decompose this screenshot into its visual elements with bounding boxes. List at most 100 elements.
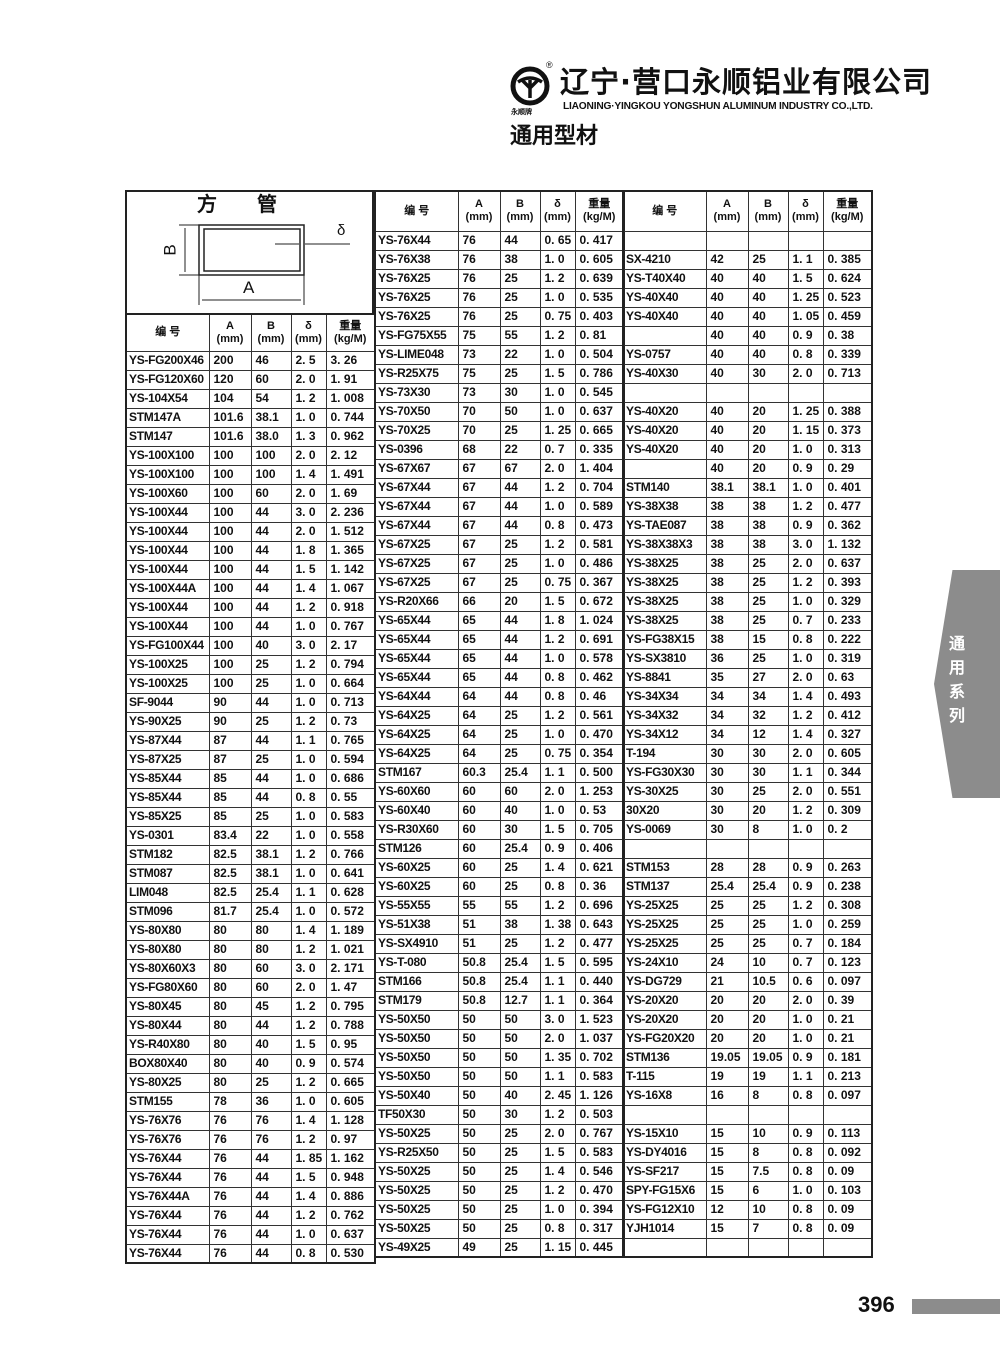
weight-cell: 0. 113	[822, 1123, 873, 1144]
thickness-cell: 1. 2	[539, 705, 576, 726]
weight-cell: 0. 335	[574, 439, 625, 460]
code-cell: YS-100X44	[125, 616, 210, 637]
code-cell: YS-0069	[622, 819, 707, 840]
code-cell: YS-76X44	[125, 1224, 210, 1245]
table-row: YS-R40X80 80 40 1. 5 0. 95	[125, 1034, 376, 1055]
weight-cell: 0. 535	[574, 287, 625, 308]
header-unit: (mm)	[754, 211, 782, 224]
weight-cell: 0. 561	[574, 705, 625, 726]
thickness-cell: 1. 4	[290, 464, 327, 485]
thickness-cell: 1. 2	[787, 496, 824, 517]
code-cell: YS-60X40	[374, 800, 459, 821]
a-cell: 42	[705, 249, 749, 270]
thickness-cell: 1. 0	[290, 407, 327, 428]
code-cell: YS-76X44	[374, 230, 459, 251]
a-cell: 64	[457, 686, 501, 707]
a-cell: 30	[705, 819, 749, 840]
a-cell: 67	[457, 477, 501, 498]
table-row: YS-100X44 100 44 1. 0 0. 767	[125, 616, 376, 637]
a-cell: 19	[705, 1066, 749, 1087]
a-cell: 76	[457, 306, 501, 327]
a-cell: 60	[457, 819, 501, 840]
weight-cell: 0. 344	[822, 762, 873, 783]
code-cell: YS-TAE087	[622, 515, 707, 536]
table-row: YS-50X50 50 50 2. 0 1. 037	[374, 1028, 625, 1049]
b-cell: 40	[747, 287, 789, 308]
thickness-cell: 1. 2	[290, 654, 327, 675]
table-row: YS-76X44 76 44 0. 65 0. 417	[374, 230, 625, 251]
code-cell: YS-100X44	[125, 597, 210, 618]
thickness-cell: 1. 0	[290, 901, 327, 922]
a-cell: 40	[705, 420, 749, 441]
b-cell: 25	[250, 654, 292, 675]
thickness-cell: 1. 4	[290, 1186, 327, 1207]
thickness-cell: 1. 2	[539, 629, 576, 650]
code-cell: YS-40X20	[622, 439, 707, 460]
weight-cell: 0. 339	[822, 344, 873, 365]
a-cell: 60	[457, 838, 501, 859]
thickness-cell: 1. 4	[290, 1110, 327, 1131]
table-row: YS-FG100X44 100 40 3. 0 2. 17	[125, 635, 376, 656]
table-row: STM179 50.8 12.7 1. 1 0. 364	[374, 990, 625, 1011]
b-cell: 25	[499, 306, 541, 327]
b-cell: 25	[499, 1180, 541, 1201]
a-cell: 73	[457, 344, 501, 365]
thickness-cell: 1. 2	[290, 996, 327, 1017]
b-cell: 10	[747, 952, 789, 973]
b-cell: 25	[499, 363, 541, 384]
b-cell: 80	[250, 920, 292, 941]
weight-cell: 0. 213	[822, 1066, 873, 1087]
code-cell: STM155	[125, 1091, 210, 1112]
thickness-cell: 1. 1	[787, 249, 824, 270]
b-cell: 45	[250, 996, 292, 1017]
b-cell: 25	[499, 857, 541, 878]
thickness-cell: 1. 2	[539, 477, 576, 498]
code-cell: YS-R25X50	[374, 1142, 459, 1163]
b-cell: 20	[747, 1028, 789, 1049]
b-cell: 38	[499, 249, 541, 270]
table-row: YS-100X100 100 100 2. 0 2. 12	[125, 445, 376, 466]
thickness-cell: 0. 9	[787, 515, 824, 536]
column-header: 编 号	[125, 313, 210, 352]
a-cell: 38	[705, 534, 749, 555]
weight-cell: 0. 367	[574, 572, 625, 593]
a-cell: 100	[208, 616, 252, 637]
b-cell: 20	[747, 800, 789, 821]
code-cell	[622, 1237, 707, 1258]
b-cell: 22	[499, 439, 541, 460]
table-row: 30X20 30 20 1. 2 0. 309	[622, 800, 873, 821]
table-row: T-194 30 30 2. 0 0. 605	[622, 743, 873, 764]
b-cell: 25.4	[250, 901, 292, 922]
code-cell: YS-60X25	[374, 857, 459, 878]
b-cell: 44	[250, 521, 292, 542]
a-cell	[705, 382, 749, 403]
thickness-cell	[787, 230, 824, 251]
b-cell: 25	[250, 673, 292, 694]
b-cell: 60	[250, 369, 292, 390]
thickness-cell: 1. 5	[290, 559, 327, 580]
table-row: STM136 19.05 19.05 0. 9 0. 181	[622, 1047, 873, 1068]
weight-cell: 0. 558	[325, 825, 376, 846]
spec-table-3: 编 号 A (mm) B (mm) δ (mm) 重量 (kg/M) SX-4210 42 25 1. …	[622, 190, 873, 1258]
thickness-cell: 2. 0	[787, 363, 824, 384]
thickness-cell: 0. 8	[787, 1142, 824, 1163]
b-cell: 30	[499, 1104, 541, 1125]
table-row: YS-FG75X55 75 55 1. 2 0. 81	[374, 325, 625, 346]
thickness-cell: 2. 0	[290, 445, 327, 466]
a-cell: 35	[705, 667, 749, 688]
thickness-cell: 1. 2	[787, 572, 824, 593]
table-row: YS-38X25 38 25 0. 7 0. 233	[622, 610, 873, 631]
code-cell: YS-80X44	[125, 1015, 210, 1036]
code-cell: YS-60X25	[374, 876, 459, 897]
b-cell: 20	[747, 439, 789, 460]
thickness-cell: 1. 2	[290, 1129, 327, 1150]
table-row	[622, 838, 873, 859]
table-row: 40 20 0. 9 0. 29	[622, 458, 873, 479]
a-cell: 34	[705, 724, 749, 745]
header-unit: (mm)	[295, 332, 322, 345]
weight-cell: 0. 918	[325, 597, 376, 618]
column-header: A (mm)	[457, 190, 501, 232]
code-cell: YS-R20X66	[374, 591, 459, 612]
thickness-cell: 1. 1	[290, 882, 327, 903]
code-cell: YS-80X45	[125, 996, 210, 1017]
